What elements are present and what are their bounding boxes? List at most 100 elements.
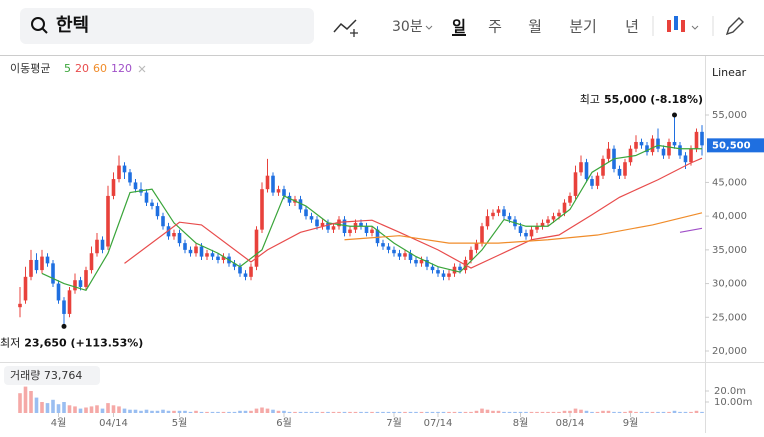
volume-bar — [397, 411, 402, 413]
candle-body — [518, 226, 523, 234]
candle-body — [359, 222, 363, 227]
volume-bar — [650, 411, 655, 413]
volume-bar — [480, 408, 484, 413]
candle-body — [172, 233, 176, 237]
candle-body — [397, 253, 402, 257]
volume-bar — [557, 411, 561, 413]
x-tick-label: 4월 — [51, 417, 67, 429]
volume-bar — [342, 411, 347, 413]
volume-bar — [502, 411, 506, 413]
volume-bar — [672, 410, 677, 413]
candle-body — [260, 189, 264, 230]
volume-bar — [34, 397, 39, 413]
candle-body — [667, 141, 671, 156]
legend-entry: 5 — [64, 62, 71, 75]
candle-body — [689, 148, 693, 163]
y-tick-label: 20,000 — [712, 346, 747, 357]
candle-body — [628, 148, 633, 163]
volume-bar — [392, 411, 396, 413]
volume-bar — [551, 411, 556, 413]
ma-line — [344, 212, 703, 244]
candle-body — [634, 141, 638, 149]
candle-body — [150, 202, 154, 207]
candle-body — [474, 243, 479, 250]
candle-body — [199, 246, 204, 257]
chart-type-icon[interactable] — [333, 19, 357, 33]
volume-bar — [172, 410, 176, 413]
candle-body — [221, 256, 226, 260]
volume-bar — [122, 408, 127, 413]
volume-bar — [18, 393, 22, 413]
volume-bar — [133, 409, 138, 413]
volume-bar — [326, 411, 330, 413]
period-tab[interactable]: 주 — [488, 18, 502, 36]
volume-bar — [469, 411, 473, 413]
volume-bar — [128, 409, 132, 413]
volume-bar — [485, 409, 490, 413]
volume-bar — [298, 411, 303, 413]
candle-body — [661, 148, 666, 156]
extreme-value: 55,000 (-8.18%) — [604, 93, 703, 106]
period-tab[interactable]: 일 — [452, 18, 466, 36]
volume-bar — [144, 409, 149, 413]
candle-body — [342, 219, 347, 234]
candle-body — [106, 195, 110, 247]
volume-bar — [425, 411, 429, 413]
volume-bar — [694, 410, 699, 413]
candle-body — [403, 253, 407, 257]
volume-bar — [364, 411, 369, 413]
scale-label[interactable]: Linear — [712, 66, 747, 79]
candle-body — [84, 270, 88, 287]
edit-icon[interactable] — [725, 17, 744, 36]
candle-body — [23, 276, 28, 301]
candle-body — [62, 300, 66, 314]
candle-body — [381, 243, 385, 247]
y-tick-label: 45,000 — [712, 177, 747, 188]
volume-bar — [403, 411, 407, 413]
candle-body — [271, 175, 275, 193]
candle-body — [177, 233, 182, 244]
candle-body — [540, 222, 545, 227]
volume-bar — [573, 408, 578, 413]
extreme-label: 최고 — [580, 93, 600, 106]
candle-icon[interactable] — [667, 16, 685, 32]
period-tab[interactable]: 분기 — [569, 18, 597, 36]
candle-body — [656, 138, 660, 149]
volume-bar — [166, 410, 171, 413]
candle-body — [287, 195, 292, 203]
volume-bar — [155, 410, 160, 413]
x-tick-label: 5월 — [172, 417, 188, 429]
candle-body — [232, 263, 237, 267]
period-tab[interactable]: 년 — [625, 18, 639, 36]
candle-body — [276, 189, 281, 193]
volume-bar — [337, 411, 341, 413]
candle-body — [243, 273, 248, 277]
legend-entry: 60 — [93, 62, 107, 75]
candle-body — [117, 165, 121, 180]
candle-body — [546, 219, 550, 223]
volume-bar — [540, 411, 545, 413]
volume-bar — [656, 411, 660, 413]
volume-bar — [375, 411, 380, 413]
volume-bar — [100, 408, 105, 413]
volume-bar — [73, 406, 77, 413]
volume-bar — [320, 411, 325, 413]
toolbar: 한텍 30분 일 주 월 분기 년 — [0, 8, 764, 56]
candle-body — [161, 216, 165, 227]
candle-body — [337, 219, 341, 227]
volume-bar — [683, 411, 688, 413]
extreme-label: 최저 — [0, 336, 20, 349]
volume-bar — [40, 402, 44, 413]
interval[interactable]: 30분 — [392, 19, 423, 35]
candle-body — [45, 256, 50, 264]
candle-body — [100, 239, 105, 250]
candle-body — [78, 280, 83, 287]
search-box[interactable] — [20, 8, 314, 44]
volume-bar — [111, 405, 116, 413]
period-tab[interactable]: 월 — [528, 18, 542, 36]
volume-bar — [447, 411, 451, 413]
chart-type-icon — [350, 29, 358, 37]
volume-bar — [106, 403, 110, 413]
candle-body — [579, 162, 583, 173]
